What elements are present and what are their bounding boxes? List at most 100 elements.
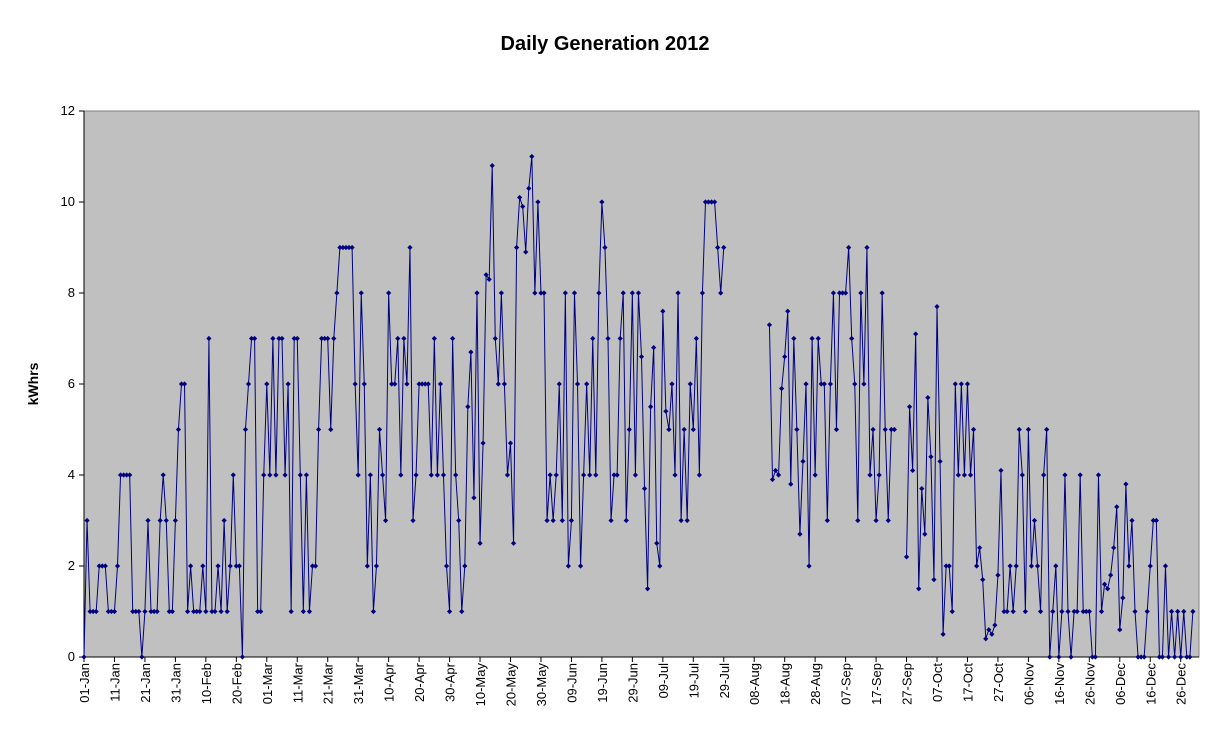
- data-point: [215, 563, 221, 569]
- data-point: [309, 563, 316, 569]
- data-point: [294, 335, 300, 342]
- data-point: [392, 381, 398, 387]
- data-point: [370, 608, 377, 615]
- data-point: [638, 354, 645, 360]
- data-point: [1132, 608, 1138, 615]
- data-point: [267, 472, 273, 478]
- data-point: [1153, 517, 1159, 524]
- data-point: [952, 381, 958, 387]
- data-point: [998, 467, 1004, 474]
- x-tick-label: 01-Mar: [260, 662, 275, 704]
- data-point: [389, 381, 395, 387]
- data-point: [529, 153, 535, 160]
- data-point: [453, 472, 459, 478]
- data-point: [340, 244, 346, 251]
- data-point: [712, 199, 718, 205]
- data-point: [876, 472, 882, 478]
- data-point: [504, 472, 511, 478]
- data-point: [903, 554, 910, 560]
- data-point: [949, 608, 955, 615]
- data-point: [203, 608, 209, 615]
- data-point: [477, 540, 483, 546]
- data-point: [501, 381, 508, 387]
- data-point: [855, 517, 861, 524]
- data-point: [395, 335, 401, 342]
- data-point: [1111, 545, 1117, 551]
- data-point: [386, 290, 392, 296]
- x-tick-label: 16-Nov: [1052, 663, 1067, 705]
- data-point: [1126, 563, 1132, 569]
- data-point: [319, 335, 325, 342]
- x-tick-label: 18-Aug: [778, 663, 793, 705]
- data-point: [605, 335, 611, 342]
- data-point: [1129, 517, 1135, 524]
- data-point: [315, 426, 322, 433]
- data-point: [526, 185, 532, 191]
- data-point: [1022, 608, 1028, 615]
- data-point: [1080, 608, 1086, 615]
- data-point: [1138, 654, 1144, 660]
- data-point: [678, 517, 684, 524]
- chart-title: Daily Generation 2012: [501, 33, 710, 55]
- data-point: [382, 517, 389, 524]
- data-point: [1162, 563, 1169, 569]
- y-tick-label: 10: [61, 194, 75, 209]
- data-point: [812, 472, 818, 478]
- data-point: [833, 426, 840, 433]
- data-point: [596, 290, 602, 296]
- data-point: [273, 472, 279, 478]
- data-point: [361, 381, 367, 387]
- data-point: [154, 608, 160, 615]
- data-point: [184, 608, 191, 615]
- data-point: [800, 458, 806, 464]
- data-point: [782, 354, 788, 360]
- data-point: [471, 495, 477, 501]
- data-point: [434, 472, 440, 478]
- data-point: [224, 608, 230, 615]
- y-tick-label: 8: [68, 285, 75, 300]
- x-tick-label: 21-Jan: [138, 663, 153, 703]
- x-tick-label: 17-Sep: [869, 663, 884, 705]
- data-point: [255, 608, 261, 615]
- data-point: [227, 563, 233, 569]
- data-point: [81, 654, 87, 660]
- data-point: [303, 472, 309, 478]
- data-point: [809, 335, 815, 342]
- data-point: [693, 335, 699, 342]
- x-tick-label: 10-Feb: [199, 663, 214, 704]
- data-point: [654, 540, 660, 546]
- data-point: [145, 517, 151, 524]
- data-point: [702, 199, 709, 205]
- data-point: [148, 608, 154, 615]
- data-point: [599, 199, 605, 205]
- x-tick-label: 10-May: [473, 663, 488, 707]
- data-point: [1004, 608, 1010, 615]
- data-point: [297, 472, 303, 478]
- data-point: [1114, 504, 1120, 510]
- data-point: [943, 563, 949, 569]
- data-point: [1101, 581, 1108, 587]
- x-tick-label: 11-Jan: [107, 663, 122, 702]
- data-point: [669, 381, 675, 387]
- data-point: [906, 404, 913, 410]
- data-point: [245, 381, 252, 387]
- data-point: [1159, 654, 1166, 660]
- y-tick-label: 4: [68, 467, 75, 482]
- data-point: [611, 472, 617, 478]
- data-point: [163, 517, 169, 524]
- data-point: [684, 517, 690, 524]
- data-point: [1150, 517, 1156, 524]
- data-point: [285, 381, 291, 387]
- data-point: [282, 472, 288, 478]
- x-tick-label: 09-Jun: [564, 663, 579, 703]
- data-point: [105, 608, 111, 615]
- data-point: [233, 563, 239, 569]
- data-point: [989, 631, 995, 637]
- data-point: [574, 381, 581, 387]
- data-point: [1168, 608, 1175, 615]
- data-point: [1041, 472, 1047, 478]
- data-point: [620, 290, 626, 296]
- data-point: [885, 517, 891, 524]
- data-point: [882, 426, 888, 433]
- x-tick-label: 06-Nov: [1021, 663, 1036, 705]
